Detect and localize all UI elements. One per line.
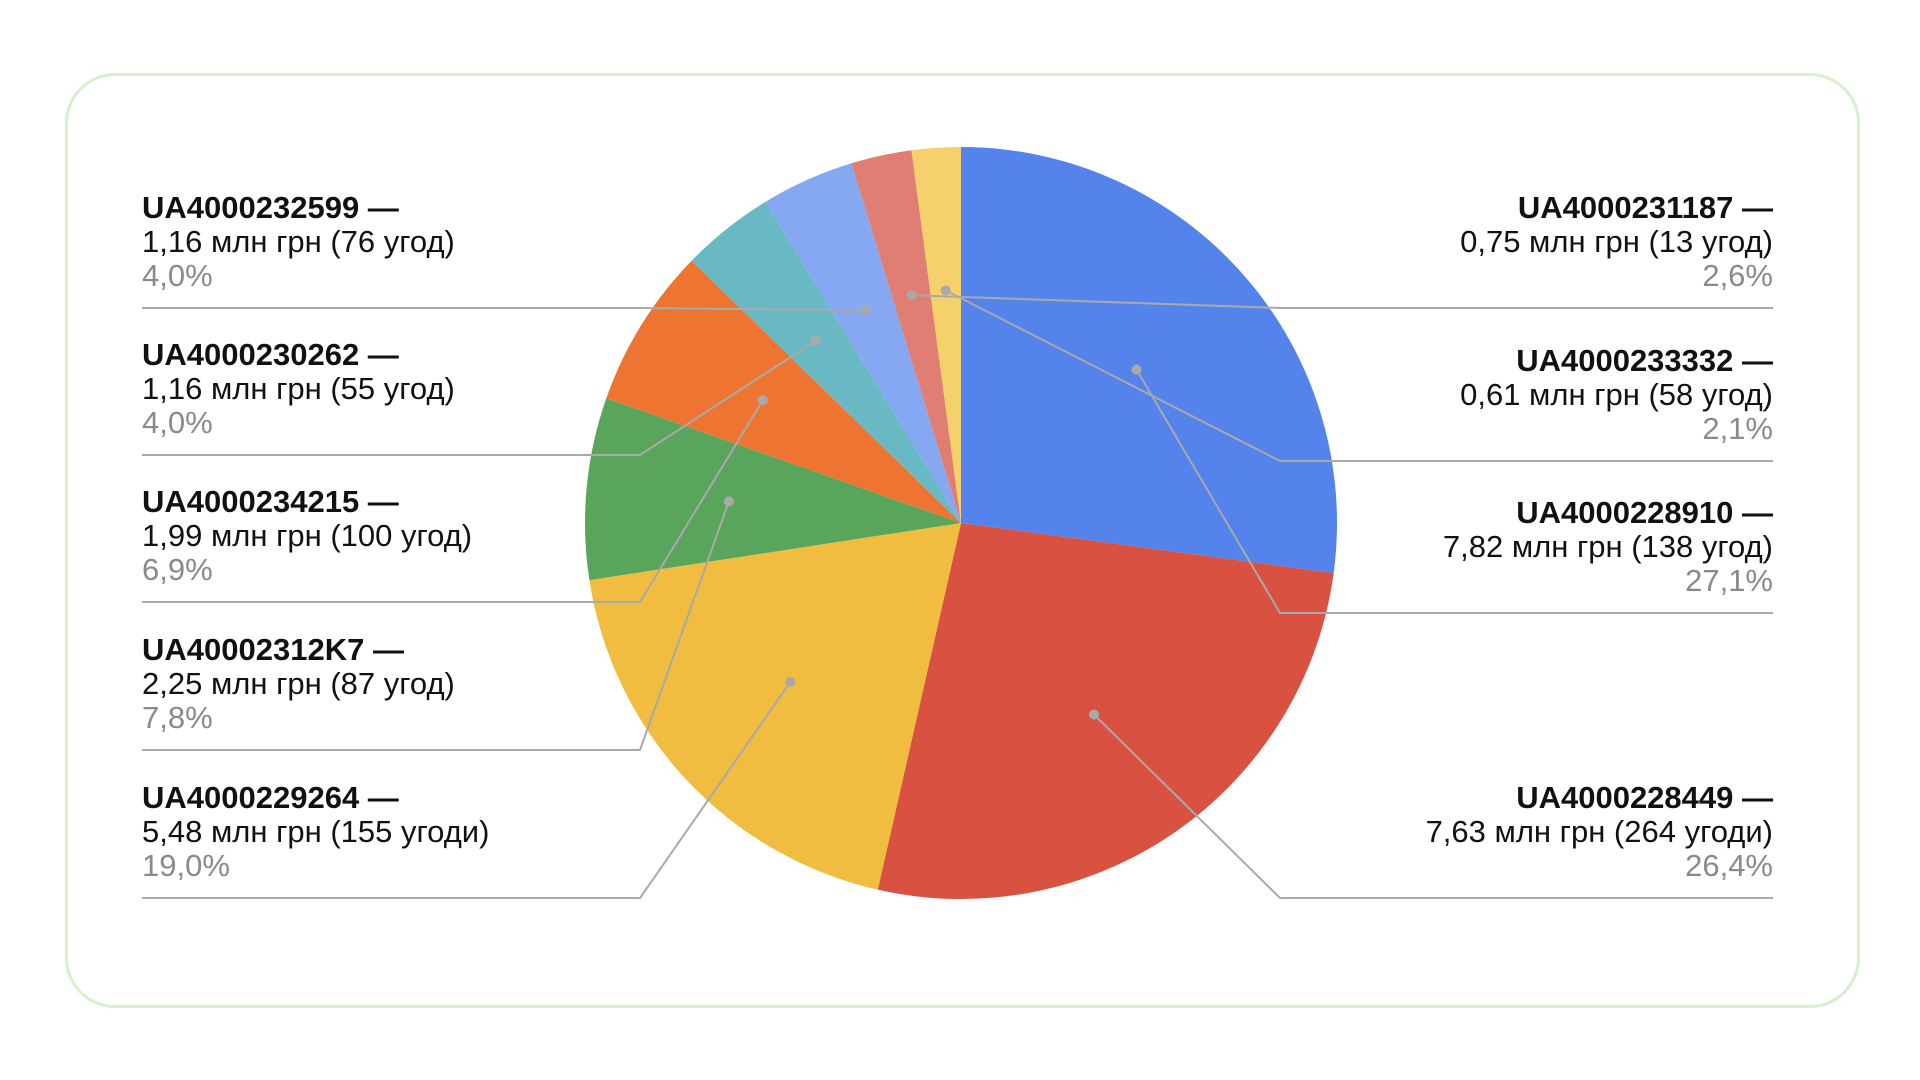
slice-value-label: 1,16 млн грн (76 угод) — [142, 224, 455, 259]
pie-slice — [606, 260, 961, 523]
slice-code-label: UA4000234215 — — [142, 484, 399, 519]
slice-percent-label: 7,8% — [142, 700, 213, 735]
slice-code-label: UA40002312K7 — — [142, 632, 404, 667]
slice-percent-label: 19,0% — [142, 848, 230, 883]
leader-line — [142, 339, 817, 456]
slice-percent-label: 27,1% — [1685, 563, 1773, 598]
leader-line — [142, 681, 792, 899]
slice-code-label: UA4000230262 — — [142, 337, 399, 372]
slice-percent-label: 4,0% — [142, 258, 213, 293]
leader-line — [945, 289, 1773, 462]
slice-code-label: UA4000228449 — — [1516, 780, 1773, 815]
slice-code-label: UA4000229264 — — [142, 780, 399, 815]
leader-line — [142, 501, 730, 751]
slice-percent-label: 2,1% — [1702, 411, 1773, 446]
pie-slice — [589, 523, 961, 890]
leader-line — [1093, 713, 1773, 899]
slice-value-label: 0,61 млн грн (58 угод) — [1460, 377, 1773, 412]
pie-slice — [911, 147, 961, 523]
slice-percent-label: 6,9% — [142, 552, 213, 587]
slice-code-label: UA4000231187 — — [1518, 190, 1773, 225]
leader-line — [142, 399, 764, 603]
slice-code-label: UA4000233332 — — [1516, 343, 1773, 378]
slice-value-label: 1,99 млн грн (100 угод) — [142, 518, 472, 553]
pie-slice — [765, 163, 961, 523]
slice-value-label: 1,16 млн грн (55 угод) — [142, 371, 455, 406]
slice-value-label: 7,63 млн грн (264 угоди) — [1426, 814, 1773, 849]
slice-value-label: 5,48 млн грн (155 угоди) — [142, 814, 489, 849]
slice-percent-label: 26,4% — [1685, 848, 1773, 883]
slice-value-label: 2,25 млн грн (87 угод) — [142, 666, 455, 701]
pie-slice — [851, 150, 961, 523]
leader-line — [1135, 369, 1773, 614]
pie-slice — [585, 398, 961, 581]
slice-percent-label: 2,6% — [1702, 258, 1773, 293]
slice-value-label: 0,75 млн грн (13 угод) — [1460, 224, 1773, 259]
pie-slice — [691, 201, 961, 523]
slice-code-label: UA4000228910 — — [1516, 495, 1773, 530]
pie-slice — [877, 523, 1334, 899]
leader-line — [911, 294, 1773, 309]
pie-slice — [961, 147, 1337, 574]
slice-code-label: UA4000232599 — — [142, 190, 399, 225]
slice-percent-label: 4,0% — [142, 405, 213, 440]
slice-value-label: 7,82 млн грн (138 угод) — [1443, 529, 1773, 564]
leader-line — [142, 307, 866, 312]
